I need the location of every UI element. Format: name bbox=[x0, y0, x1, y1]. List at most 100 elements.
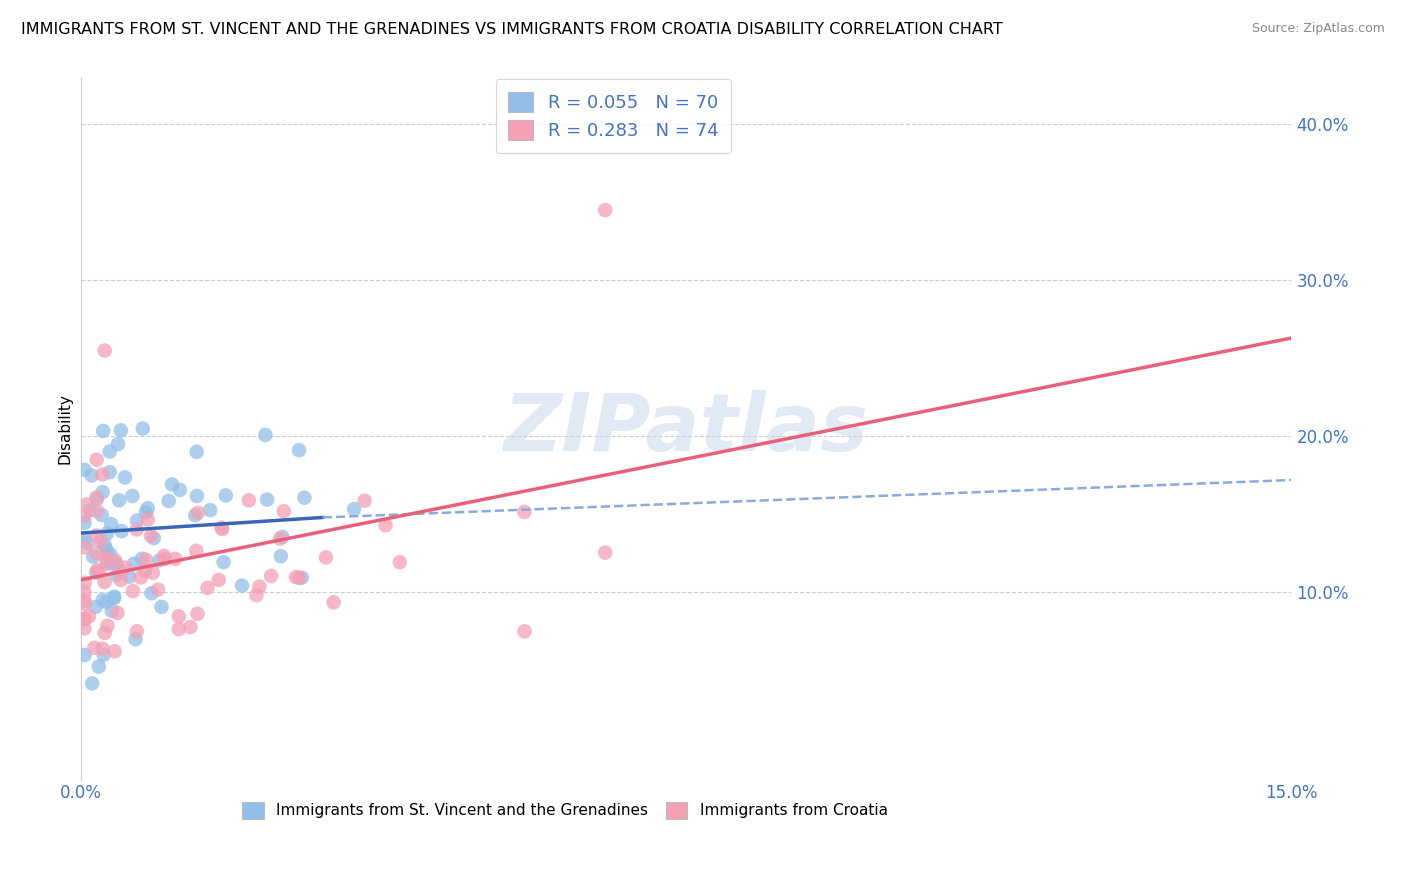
Legend: Immigrants from St. Vincent and the Grenadines, Immigrants from Croatia: Immigrants from St. Vincent and the Gren… bbox=[236, 796, 894, 824]
Point bbox=[153, 549, 176, 563]
Point bbox=[198, 503, 221, 517]
Point bbox=[87, 565, 110, 579]
Point bbox=[186, 607, 208, 621]
Y-axis label: Disability: Disability bbox=[58, 393, 72, 464]
Point bbox=[82, 549, 104, 564]
Point bbox=[142, 531, 165, 545]
Point bbox=[215, 488, 238, 502]
Point bbox=[86, 546, 108, 560]
Point bbox=[84, 599, 107, 614]
Point bbox=[82, 676, 104, 690]
Point bbox=[86, 528, 108, 542]
Point bbox=[134, 564, 156, 578]
Point bbox=[124, 632, 146, 647]
Point bbox=[96, 557, 118, 571]
Point bbox=[91, 467, 114, 482]
Point bbox=[103, 590, 125, 604]
Point bbox=[270, 549, 292, 564]
Point bbox=[110, 573, 132, 587]
Point bbox=[96, 595, 118, 609]
Point bbox=[131, 551, 153, 566]
Point bbox=[160, 477, 183, 491]
Point bbox=[125, 523, 148, 537]
Point bbox=[186, 445, 208, 459]
Point bbox=[315, 550, 337, 565]
Point bbox=[77, 609, 100, 624]
Point bbox=[98, 465, 121, 479]
Point bbox=[104, 644, 127, 658]
Point bbox=[80, 468, 103, 483]
Point bbox=[157, 494, 180, 508]
Point bbox=[93, 574, 115, 589]
Point bbox=[93, 538, 115, 552]
Point bbox=[197, 581, 219, 595]
Point bbox=[513, 624, 536, 639]
Point bbox=[73, 593, 96, 607]
Point bbox=[93, 343, 115, 358]
Point bbox=[271, 530, 294, 544]
Point bbox=[86, 491, 108, 505]
Point bbox=[291, 571, 314, 585]
Point bbox=[141, 586, 163, 600]
Point bbox=[125, 514, 148, 528]
Point bbox=[212, 555, 235, 569]
Point bbox=[187, 506, 209, 520]
Point bbox=[98, 547, 121, 561]
Point bbox=[101, 604, 124, 618]
Point bbox=[260, 569, 283, 583]
Point bbox=[186, 543, 208, 558]
Point bbox=[114, 560, 136, 574]
Point bbox=[73, 575, 96, 590]
Point bbox=[83, 640, 105, 655]
Point bbox=[294, 491, 316, 505]
Point bbox=[146, 582, 169, 597]
Point bbox=[73, 597, 96, 611]
Point bbox=[73, 516, 96, 530]
Point bbox=[79, 503, 101, 517]
Point bbox=[103, 556, 125, 570]
Point bbox=[105, 568, 128, 582]
Point bbox=[76, 536, 98, 550]
Point bbox=[91, 641, 114, 656]
Point bbox=[114, 470, 136, 484]
Point bbox=[285, 570, 308, 584]
Point bbox=[593, 546, 616, 560]
Point bbox=[107, 606, 129, 620]
Text: ZIPatlas: ZIPatlas bbox=[503, 390, 869, 467]
Point bbox=[129, 570, 152, 584]
Point bbox=[96, 542, 118, 557]
Point bbox=[105, 557, 128, 571]
Point bbox=[86, 491, 108, 506]
Point bbox=[208, 573, 231, 587]
Point bbox=[86, 504, 108, 518]
Point bbox=[91, 424, 114, 438]
Point bbox=[111, 524, 134, 538]
Point bbox=[132, 421, 155, 435]
Point bbox=[593, 203, 616, 218]
Point bbox=[96, 619, 118, 633]
Point bbox=[184, 508, 207, 523]
Point bbox=[249, 580, 271, 594]
Point bbox=[231, 579, 253, 593]
Point bbox=[150, 599, 173, 614]
Point bbox=[104, 553, 127, 567]
Point bbox=[73, 508, 96, 523]
Point bbox=[135, 505, 157, 519]
Point bbox=[343, 502, 366, 516]
Point bbox=[98, 444, 121, 458]
Point bbox=[136, 501, 159, 516]
Point bbox=[118, 569, 141, 583]
Point bbox=[211, 521, 233, 535]
Point bbox=[73, 540, 96, 554]
Point bbox=[73, 585, 96, 599]
Point bbox=[93, 626, 115, 640]
Point bbox=[139, 529, 162, 543]
Point bbox=[135, 552, 157, 566]
Point bbox=[73, 612, 96, 626]
Text: IMMIGRANTS FROM ST. VINCENT AND THE GRENADINES VS IMMIGRANTS FROM CROATIA DISABI: IMMIGRANTS FROM ST. VINCENT AND THE GREN… bbox=[21, 22, 1002, 37]
Point bbox=[186, 489, 208, 503]
Point bbox=[374, 518, 396, 533]
Point bbox=[91, 485, 114, 500]
Point bbox=[238, 493, 260, 508]
Point bbox=[269, 532, 291, 546]
